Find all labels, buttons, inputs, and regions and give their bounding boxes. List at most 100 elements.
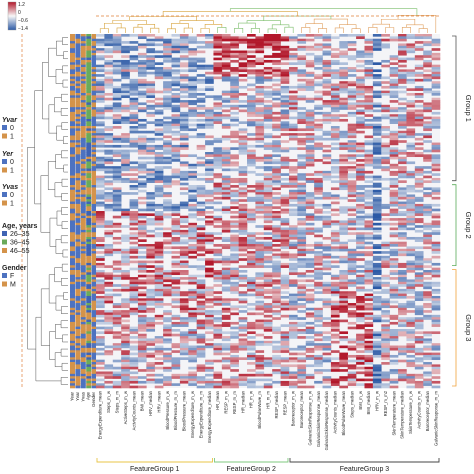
heatmap-cell	[137, 180, 147, 183]
heatmap-cell	[221, 45, 231, 49]
heatmap-cell	[129, 352, 139, 356]
heatmap-cell	[297, 232, 307, 235]
annotation-cell	[75, 135, 81, 139]
heatmap-cell	[431, 76, 441, 80]
heatmap-cell	[121, 118, 130, 122]
annotation-cell	[75, 333, 81, 337]
heatmap-cell	[364, 41, 374, 44]
heatmap-cell	[372, 152, 382, 155]
heatmap-cell	[364, 180, 374, 183]
heatmap-cell	[154, 350, 164, 353]
annotation-cell	[80, 168, 86, 172]
heatmap-cell	[431, 298, 441, 301]
heatmap-cell	[205, 380, 214, 384]
heatmap-cell	[154, 227, 164, 231]
heatmap-cell	[339, 67, 349, 70]
annotation-cell	[91, 194, 97, 198]
heatmap-cell	[339, 83, 349, 87]
heatmap-cell	[372, 196, 382, 200]
heatmap-cell	[288, 126, 298, 129]
heatmap-cell	[129, 118, 139, 122]
heatmap-cell	[255, 88, 265, 91]
heatmap-cell	[121, 41, 130, 44]
dendrogram-branch	[61, 362, 68, 371]
heatmap-cell	[230, 336, 239, 339]
heatmap-cell	[263, 225, 273, 228]
annotation-cell	[80, 206, 86, 209]
heatmap-cell	[431, 90, 441, 94]
annotation-cell	[75, 154, 81, 158]
heatmap-cell	[280, 253, 290, 257]
annotation-cell	[86, 48, 92, 51]
annotation-cell	[75, 291, 81, 294]
heatmap-cell	[288, 133, 298, 136]
annotation-cell	[80, 78, 86, 82]
heatmap-cell	[188, 95, 197, 99]
heatmap-cell	[146, 104, 156, 108]
heatmap-cell	[154, 265, 164, 268]
heatmap-cell	[238, 57, 248, 61]
heatmap-cell	[423, 34, 432, 37]
heatmap-cell	[96, 93, 105, 96]
heatmap-cell	[112, 251, 122, 254]
heatmap-cell	[188, 227, 197, 231]
heatmap-cell	[423, 59, 432, 63]
heatmap-cell	[255, 244, 265, 247]
heatmap-cell	[314, 234, 323, 238]
heatmap-cell	[372, 300, 382, 304]
heatmap-cell	[288, 189, 298, 193]
annotation-cell	[91, 144, 97, 148]
heatmap-cell	[406, 118, 416, 122]
heatmap-cell	[398, 57, 407, 61]
heatmap-cell	[196, 194, 206, 198]
heatmap-cell	[154, 159, 164, 162]
heatmap-cell	[414, 357, 424, 360]
heatmap-cell	[389, 258, 399, 261]
annotation-cell	[91, 366, 97, 370]
heatmap-cell	[356, 324, 365, 327]
heatmap-cell	[330, 255, 340, 259]
heatmap-cell	[406, 154, 416, 158]
heatmap-cell	[230, 189, 239, 193]
heatmap-cell	[171, 62, 181, 65]
heatmap-cell	[146, 253, 156, 257]
heatmap-cell	[247, 288, 256, 292]
heatmap-cell	[104, 104, 114, 108]
heatmap-cell	[230, 321, 239, 325]
heatmap-cell	[238, 246, 248, 250]
heatmap-cell	[146, 196, 156, 200]
heatmap-cell	[372, 93, 382, 96]
annotation-cell	[86, 95, 92, 99]
annotation-cell	[70, 288, 75, 292]
heatmap-cell	[213, 312, 223, 316]
heatmap-cell	[280, 236, 290, 240]
annotation-cell	[80, 229, 86, 233]
heatmap-cell	[221, 357, 231, 360]
heatmap-cell	[129, 140, 139, 143]
heatmap-cell	[389, 253, 399, 257]
heatmap-cell	[205, 118, 214, 122]
heatmap-cell	[205, 359, 214, 363]
heatmap-cell	[163, 147, 172, 150]
heatmap-cell	[423, 64, 432, 68]
annotation-cell	[80, 189, 86, 193]
heatmap-cell	[297, 329, 307, 332]
heatmap-cell	[238, 345, 248, 349]
heatmap-cell	[247, 41, 256, 44]
heatmap-cell	[255, 208, 265, 212]
heatmap-cell	[213, 298, 223, 301]
annotation-cell	[91, 149, 97, 153]
heatmap-cell	[96, 218, 105, 221]
heatmap-cell	[297, 321, 307, 325]
heatmap-cell	[247, 347, 256, 351]
annotation-cell	[75, 317, 81, 320]
heatmap-cell	[288, 107, 298, 110]
heatmap-cell	[322, 149, 332, 153]
heatmap-cell	[398, 213, 407, 217]
dendrogram-branch	[200, 28, 210, 33]
heatmap-cell	[96, 142, 105, 146]
heatmap-cell	[322, 248, 332, 252]
heatmap-cell	[431, 347, 441, 351]
heatmap-cell	[356, 281, 365, 285]
heatmap-cell	[414, 298, 424, 301]
